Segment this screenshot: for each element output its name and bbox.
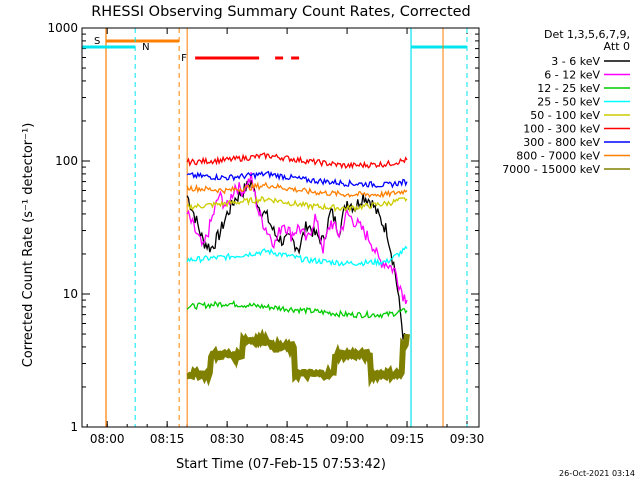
series-line [186, 195, 408, 213]
x-tick-label: 09:00 [330, 432, 365, 446]
y-axis-label: Corrected Count Rate (s⁻¹ detector⁻¹) [21, 123, 36, 368]
x-tick-label: 08:45 [270, 432, 305, 446]
legend-label: 25 - 50 keV [537, 96, 600, 109]
series-lines [186, 152, 410, 388]
flare-label: F [181, 53, 187, 64]
legend-label: 100 - 300 keV [523, 123, 600, 136]
y-tick-label: 100 [55, 154, 78, 168]
x-tick-label: 08:15 [150, 432, 185, 446]
legend-label: 50 - 100 keV [530, 109, 600, 122]
series-line [186, 299, 408, 320]
series-line [186, 245, 408, 268]
y-tick-label: 1 [70, 420, 78, 434]
series-line [186, 328, 410, 388]
x-axis-label: Start Time (07-Feb-15 07:53:42) [176, 457, 386, 472]
legend-label: 800 - 7000 keV [516, 150, 600, 163]
x-tick-label: 09:15 [390, 432, 425, 446]
y-tick-label: 10 [63, 287, 78, 301]
x-tick-label: 08:30 [210, 432, 245, 446]
legend-label: 12 - 25 keV [537, 82, 600, 95]
night-label: N [142, 42, 149, 53]
legend-label: 7000 - 15000 keV [502, 163, 600, 176]
legend-label: 3 - 6 keV [551, 55, 600, 68]
series-line [186, 181, 408, 199]
ticks: 08:00 08:15 08:30 08:45 09:00 09:15 09:30 1 10 10… [47, 21, 484, 446]
y-tick-label: 1000 [47, 21, 78, 35]
x-tick-label: 09:30 [450, 432, 485, 446]
legend-attenuator: Att 0 [604, 40, 630, 53]
series-line [186, 180, 408, 348]
series-line [186, 172, 408, 305]
saa-label: S [94, 36, 100, 47]
interval-markers: S N F [82, 28, 468, 427]
legend-label: 300 - 800 keV [523, 136, 600, 149]
x-tick-label: 08:00 [90, 432, 125, 446]
legend-detectors: Det 1,3,5,6,7,9, [544, 28, 630, 41]
legend-label: 6 - 12 keV [544, 69, 600, 82]
chart-title: RHESSI Observing Summary Count Rates, Co… [91, 4, 471, 20]
plot-frame [81, 27, 480, 428]
series-line [186, 152, 408, 170]
timestamp: 26-Oct-2021 03:14 [559, 469, 635, 478]
series-line [186, 170, 408, 189]
